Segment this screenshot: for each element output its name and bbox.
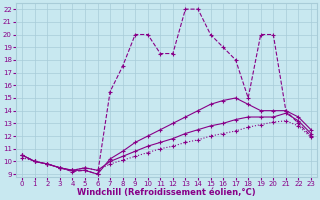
X-axis label: Windchill (Refroidissement éolien,°C): Windchill (Refroidissement éolien,°C) xyxy=(77,188,256,197)
